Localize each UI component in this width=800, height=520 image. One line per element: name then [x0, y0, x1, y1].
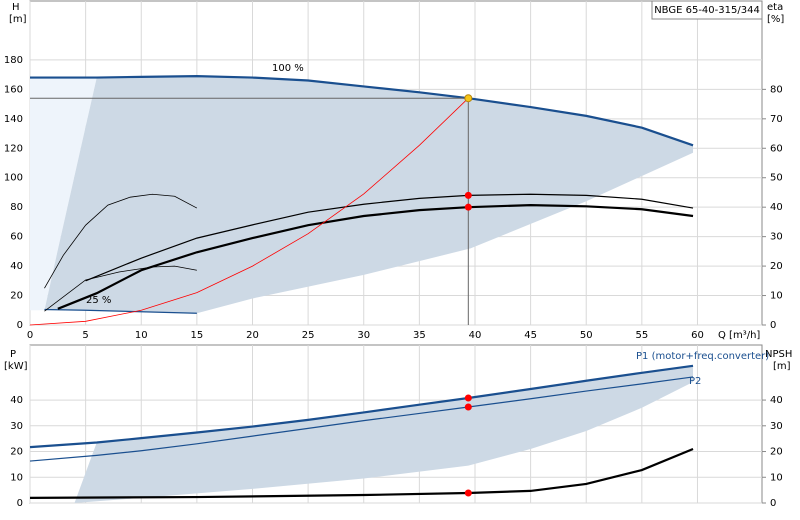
- y-tick-label: 20: [10, 291, 23, 302]
- curve: [29, 376, 694, 462]
- curve: [44, 265, 197, 312]
- curve: [57, 204, 694, 310]
- y-tick-label: 160: [4, 84, 23, 95]
- operating-point: [464, 191, 472, 199]
- y2-tick-label: 0: [770, 320, 776, 331]
- x-tick-label: 0: [27, 330, 33, 341]
- curve: [29, 447, 694, 499]
- y2-tick-label: 80: [770, 84, 783, 95]
- y2-tick-label: 20: [770, 447, 783, 458]
- y2-axis-unit: [%]: [767, 14, 784, 25]
- y-tick-label: 80: [10, 202, 23, 213]
- y-tick-label: 0: [17, 320, 23, 331]
- operating-area: [44, 76, 694, 314]
- y-tick-label: 120: [4, 143, 23, 154]
- x-tick-label: 30: [357, 330, 370, 341]
- x-tick-label: 40: [469, 330, 482, 341]
- y2-tick-label: 0: [770, 498, 776, 509]
- x-tick-label: 20: [246, 330, 259, 341]
- y2-tick-label: 40: [770, 395, 783, 406]
- y2-tick-label: 60: [770, 143, 783, 154]
- operating-point: [464, 403, 472, 411]
- y-axis-unit: [kW]: [4, 361, 28, 372]
- y2-tick-label: 10: [770, 291, 783, 302]
- y2-tick-label: 10: [770, 472, 783, 483]
- x-axis-label: Q [m³/h]: [718, 330, 760, 341]
- y-tick-label: 180: [4, 55, 23, 66]
- x-tick-label: 45: [524, 330, 537, 341]
- chart-title: NBGE 65-40-315/344: [654, 5, 760, 16]
- y-tick-label: 140: [4, 114, 23, 125]
- x-tick-label: 10: [135, 330, 148, 341]
- y-tick-label: 30: [10, 421, 23, 432]
- y-tick-label: 100: [4, 173, 23, 184]
- operating-point: [464, 203, 472, 211]
- operating-point: [464, 94, 473, 103]
- x-tick-label: 35: [413, 330, 426, 341]
- x-tick-label: 60: [691, 330, 704, 341]
- curve: [29, 364, 694, 449]
- x-tick-label: 5: [82, 330, 88, 341]
- y-tick-label: 0: [17, 498, 23, 509]
- y-tick-label: 20: [10, 447, 23, 458]
- curve: [44, 193, 198, 289]
- y2-tick-label: 20: [770, 261, 783, 272]
- y2-axis-unit: [m]: [773, 361, 791, 372]
- x-tick-label: 50: [580, 330, 593, 341]
- y2-tick-label: 30: [770, 421, 783, 432]
- curve: [30, 75, 694, 147]
- x-tick-label: 25: [302, 330, 315, 341]
- y2-tick-label: 30: [770, 232, 783, 243]
- series-label: P2: [689, 376, 701, 387]
- operating-area: [30, 77, 97, 311]
- y2-tick-label: 50: [770, 173, 783, 184]
- y2-tick-label: 70: [770, 114, 783, 125]
- y-axis-label: H: [12, 2, 20, 13]
- x-tick-label: 55: [635, 330, 648, 341]
- y-axis-unit: [m]: [9, 14, 27, 25]
- y2-axis-label: NPSH: [765, 349, 792, 360]
- operating-area: [74, 365, 694, 503]
- operating-point: [464, 489, 472, 497]
- y-tick-label: 40: [10, 261, 23, 272]
- y-tick-label: 40: [10, 395, 23, 406]
- x-tick-label: 15: [191, 330, 204, 341]
- y-tick-label: 10: [10, 472, 23, 483]
- operating-point: [464, 394, 472, 402]
- title-box: [651, 0, 763, 20]
- annotation: 100 %: [272, 63, 304, 74]
- y-tick-label: 60: [10, 232, 23, 243]
- series-label: P1 (motor+freq.converter): [636, 351, 769, 362]
- curve: [29, 97, 469, 326]
- y-axis-label: P: [10, 349, 16, 360]
- y2-axis-label: eta: [767, 2, 783, 13]
- curve: [44, 308, 197, 314]
- annotation: 25 %: [86, 295, 111, 306]
- curve: [85, 193, 694, 282]
- y2-tick-label: 40: [770, 202, 783, 213]
